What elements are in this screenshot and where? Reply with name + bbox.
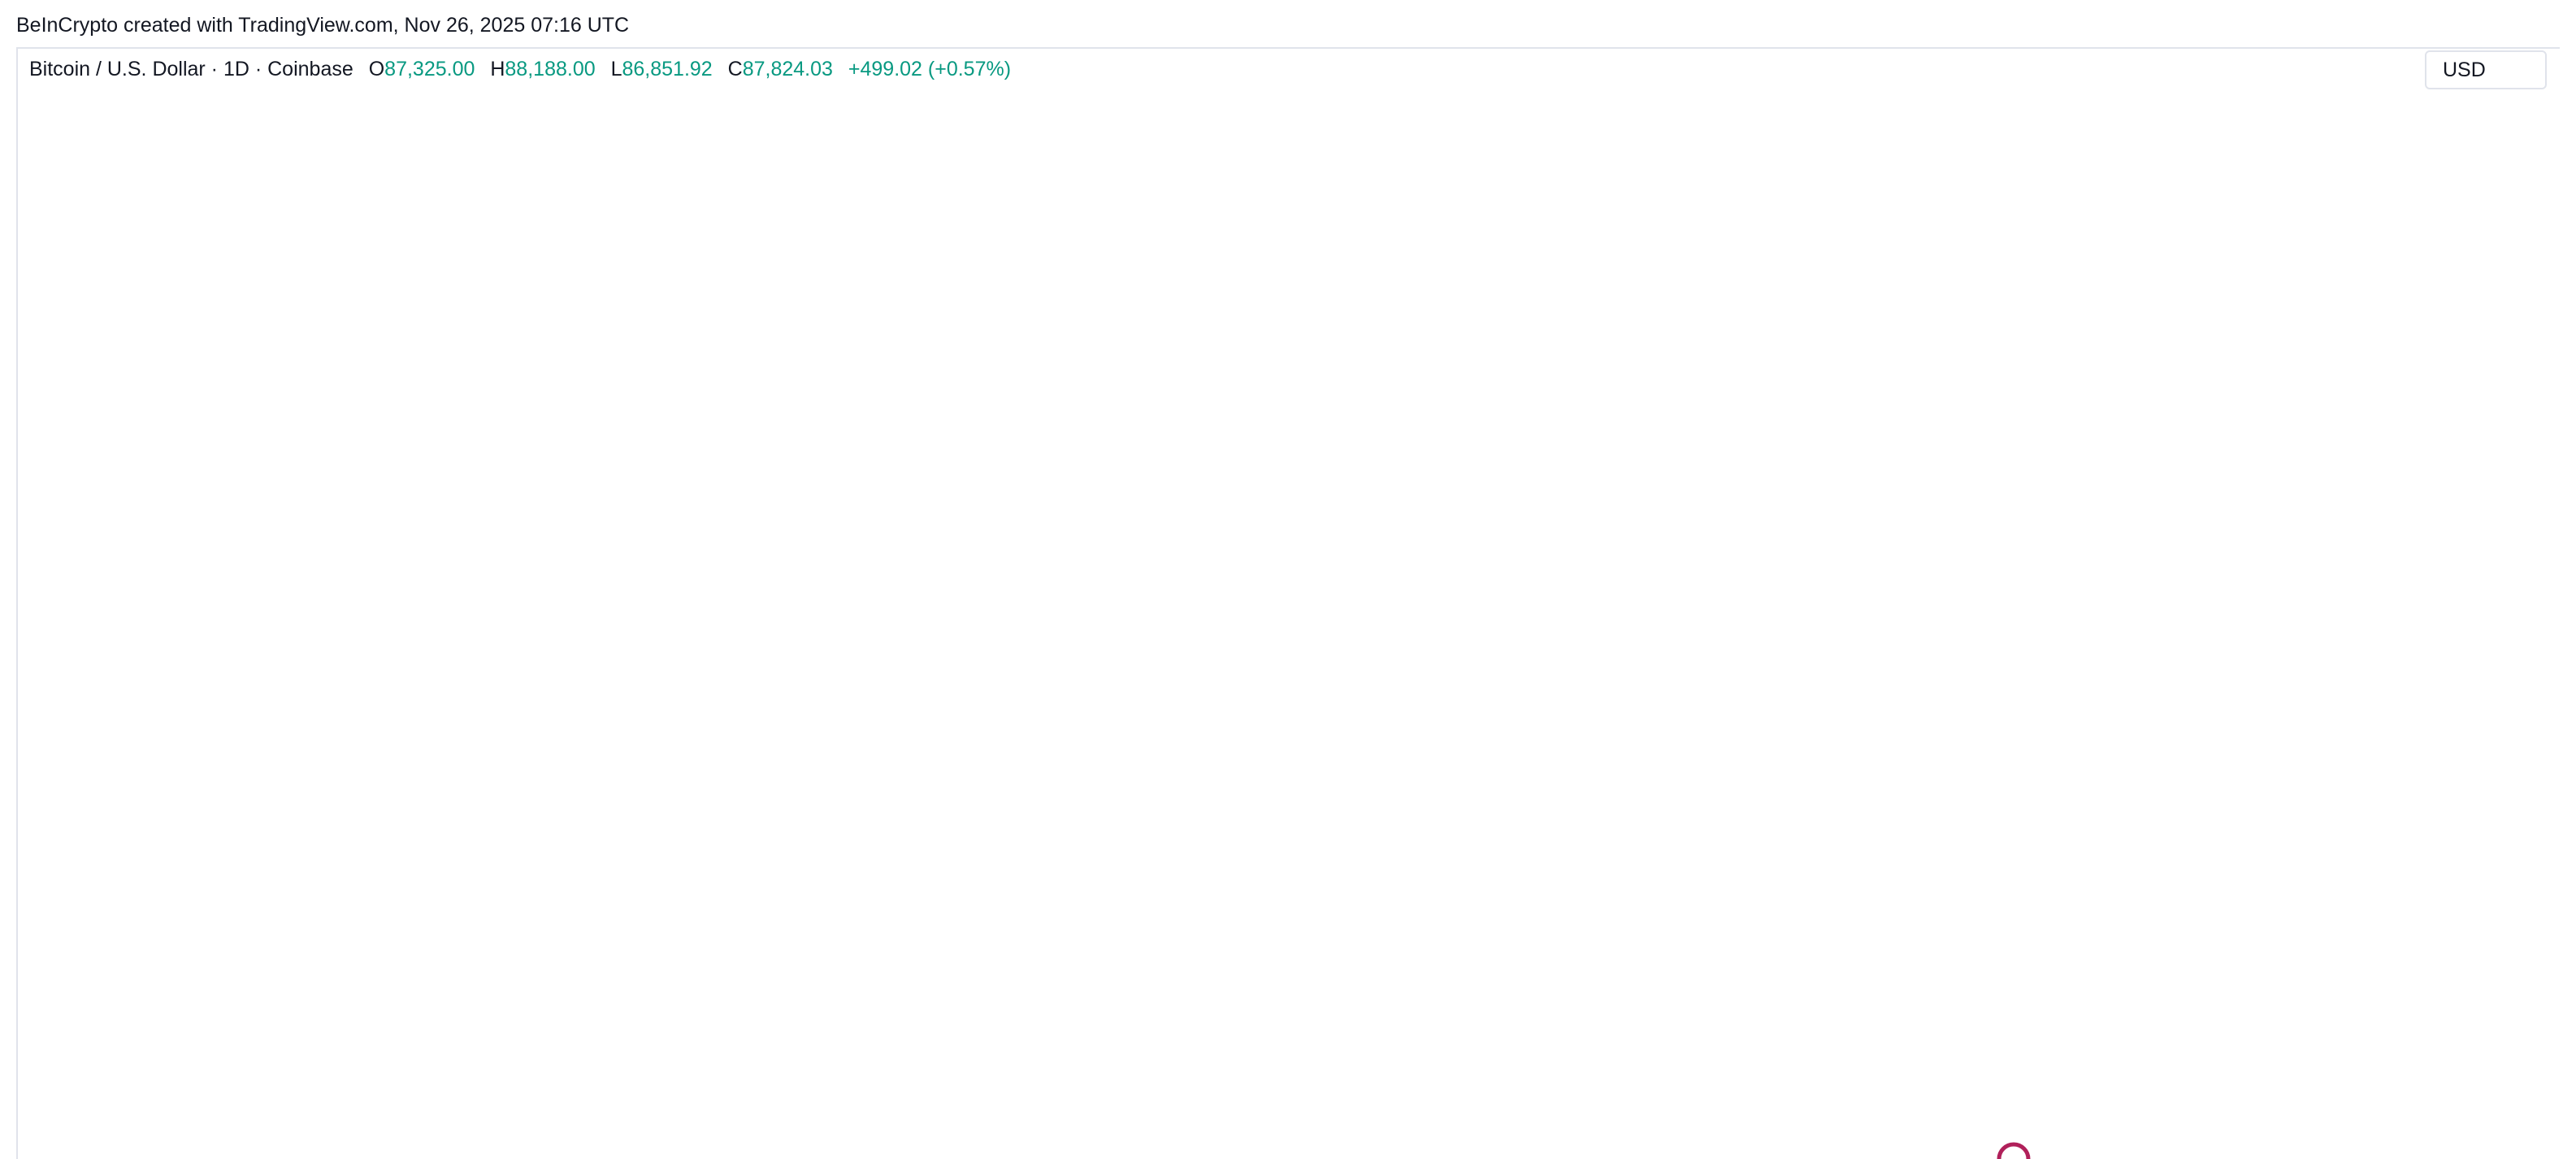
chart-panel[interactable] — [16, 47, 2560, 1159]
attribution-text: BeInCrypto created with TradingView.com,… — [16, 14, 630, 37]
low-value: 86,851.92 — [622, 58, 713, 80]
open-key: O — [368, 58, 385, 80]
ohlc-legend: Bitcoin / U.S. Dollar · 1D · Coinbase O8… — [29, 57, 1011, 81]
watermark-logo — [1997, 1142, 2031, 1159]
close-key: C — [727, 58, 743, 80]
open-value: 87,325.00 — [384, 58, 475, 80]
tradingview-logo-icon — [1997, 1142, 2031, 1159]
symbol-label[interactable]: Bitcoin / U.S. Dollar · 1D · Coinbase — [29, 58, 353, 80]
high-value: 88,188.00 — [505, 58, 596, 80]
currency-selector[interactable]: USD — [2425, 50, 2547, 89]
change-value: +499.02 (+0.57%) — [848, 58, 1012, 80]
close-value: 87,824.03 — [742, 58, 833, 80]
low-key: L — [610, 58, 622, 80]
high-key: H — [490, 58, 505, 80]
